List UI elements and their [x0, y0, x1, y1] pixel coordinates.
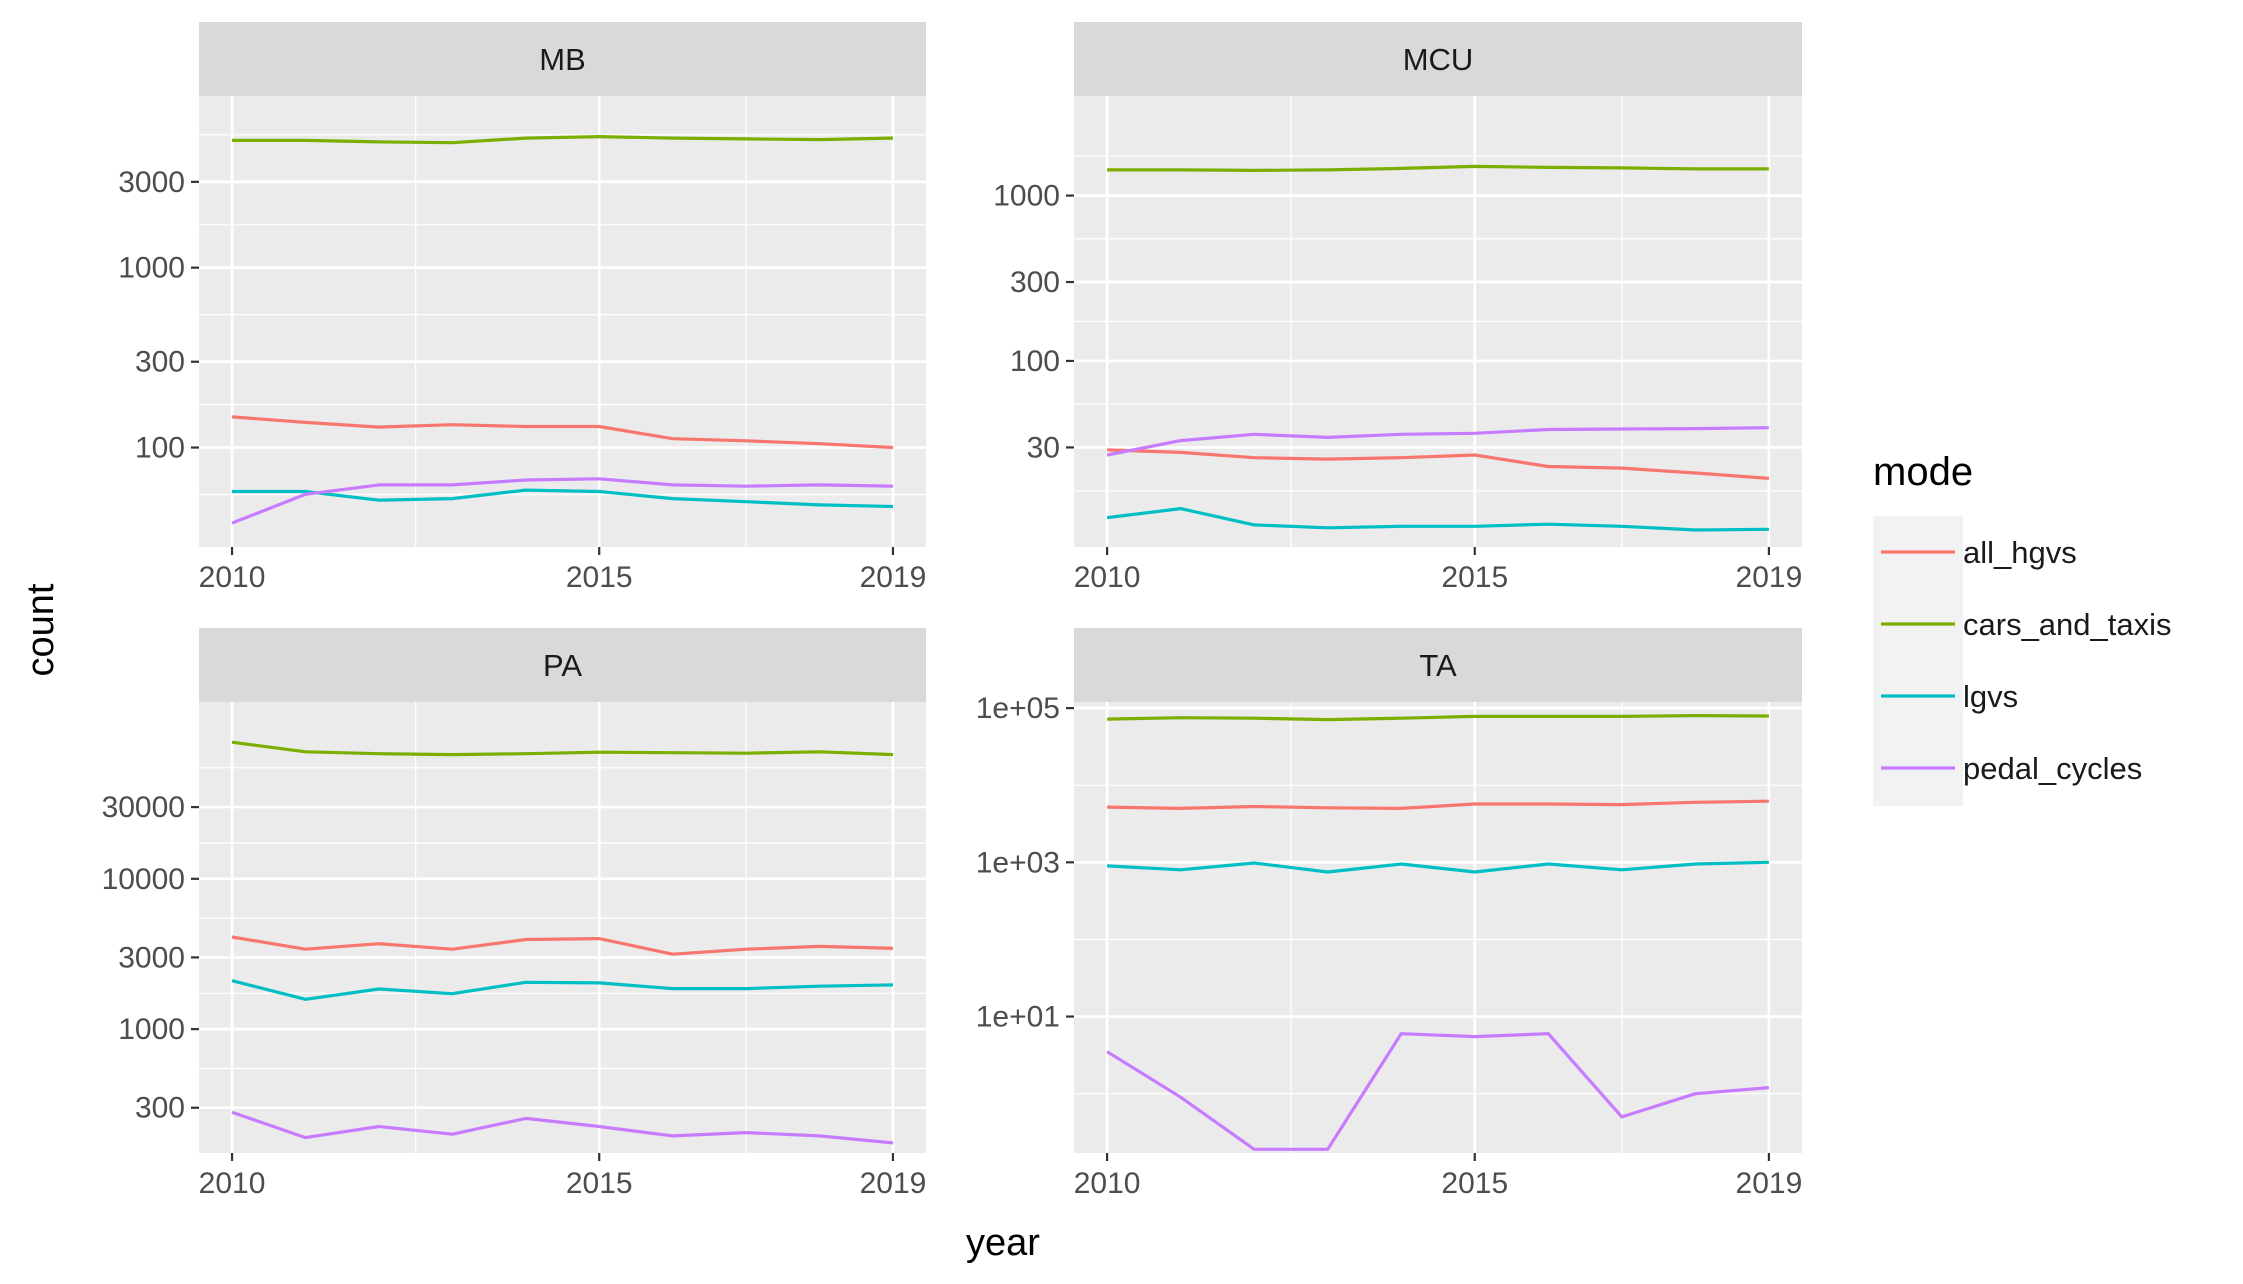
- series-line-lgvs: [1107, 860, 1769, 874]
- facet-panel-ta: TA 1e+01 1e+03 1e+05 2010 2015 2019: [976, 628, 1803, 1200]
- y-axis-title: count: [20, 583, 62, 676]
- y-tick-label: 3000: [118, 166, 185, 199]
- series-line-all-hgvs: [1107, 448, 1770, 480]
- legend-label: all_hgvs: [1963, 535, 2077, 570]
- x-tick-label: 2010: [1074, 1167, 1141, 1200]
- x-tick-label: 2010: [199, 561, 266, 594]
- y-tick-label: 100: [135, 432, 185, 465]
- facet-panel-mcu: MCU 30 100 300 1000 2010 2015 2019: [993, 22, 1802, 594]
- y-tick-label: 30000: [102, 791, 185, 824]
- x-tick-label: 2015: [1441, 561, 1508, 594]
- y-tick-label: 1000: [118, 252, 185, 285]
- strip-label: PA: [543, 648, 582, 683]
- facet-panel-mb: MB 100 300 1000 3000 2010 2015 2019: [118, 22, 926, 594]
- y-tick-label: 1e+05: [976, 692, 1060, 725]
- x-tick-label: 2010: [1074, 561, 1141, 594]
- y-tick-label: 3000: [118, 941, 185, 974]
- strip-ta: [1074, 628, 1802, 702]
- series-line-pedal-cycles: [231, 1110, 894, 1145]
- x-tick-label: 2019: [1736, 561, 1803, 594]
- facet-panels: MB 100 300 1000 3000 2010 2015 2019 MCU 30 100 300 1…: [102, 22, 1803, 1200]
- strip-label: TA: [1419, 648, 1457, 683]
- y-tick-label: 1000: [993, 180, 1060, 213]
- panel-background: [199, 96, 926, 547]
- x-tick-label: 2019: [860, 1167, 927, 1200]
- y-tick-label: 1e+03: [976, 846, 1060, 879]
- strip-mb: [199, 22, 926, 96]
- series-line-lgvs: [232, 488, 894, 509]
- strip-pa: [199, 628, 926, 702]
- y-tick-label: 100: [1010, 345, 1060, 378]
- x-tick-label: 2015: [1441, 1167, 1508, 1200]
- series-line-cars-and-taxis: [232, 135, 894, 145]
- legend-label: pedal_cycles: [1963, 751, 2142, 786]
- x-tick-label: 2019: [1736, 1167, 1803, 1200]
- series-line-lgvs: [1106, 507, 1769, 532]
- series-line-lgvs: [231, 979, 894, 1001]
- y-tick-label: 30: [1027, 431, 1060, 464]
- x-tick-label: 2019: [860, 561, 927, 594]
- strip-label: MCU: [1403, 42, 1474, 77]
- series-line-cars-and-taxis: [1107, 713, 1769, 722]
- legend-title: mode: [1873, 450, 1973, 494]
- series-line-all-hgvs: [231, 415, 894, 450]
- x-axis-title: year: [966, 1222, 1040, 1264]
- legend-label: lgvs: [1963, 679, 2018, 714]
- y-tick-label: 300: [135, 346, 185, 379]
- y-tick-label: 1000: [118, 1013, 185, 1046]
- y-tick-label: 300: [1010, 266, 1060, 299]
- strip-label: MB: [539, 42, 586, 77]
- series-line-all-hgvs: [1107, 799, 1769, 811]
- series-line-cars-and-taxis: [231, 740, 894, 757]
- y-tick-label: 1e+01: [976, 1001, 1060, 1034]
- panel-background: [199, 702, 926, 1153]
- panel-background: [1074, 702, 1802, 1153]
- x-tick-label: 2010: [199, 1167, 266, 1200]
- legend-label: cars_and_taxis: [1963, 607, 2172, 642]
- series-line-pedal-cycles: [231, 477, 894, 525]
- series-line-pedal-cycles: [1106, 426, 1769, 457]
- x-tick-label: 2015: [566, 561, 633, 594]
- series-line-all-hgvs: [231, 935, 894, 956]
- y-tick-label: 300: [135, 1092, 185, 1125]
- x-tick-label: 2015: [566, 1167, 633, 1200]
- facet-panel-pa: PA 300 1000 3000 10000 30000 2010 2015 2019: [102, 628, 927, 1200]
- series-line-cars-and-taxis: [1107, 164, 1769, 172]
- y-tick-label: 10000: [102, 863, 185, 896]
- legend-key-background: [1873, 516, 1963, 806]
- series-line-pedal-cycles: [1106, 1032, 1770, 1151]
- strip-mcu: [1074, 22, 1802, 96]
